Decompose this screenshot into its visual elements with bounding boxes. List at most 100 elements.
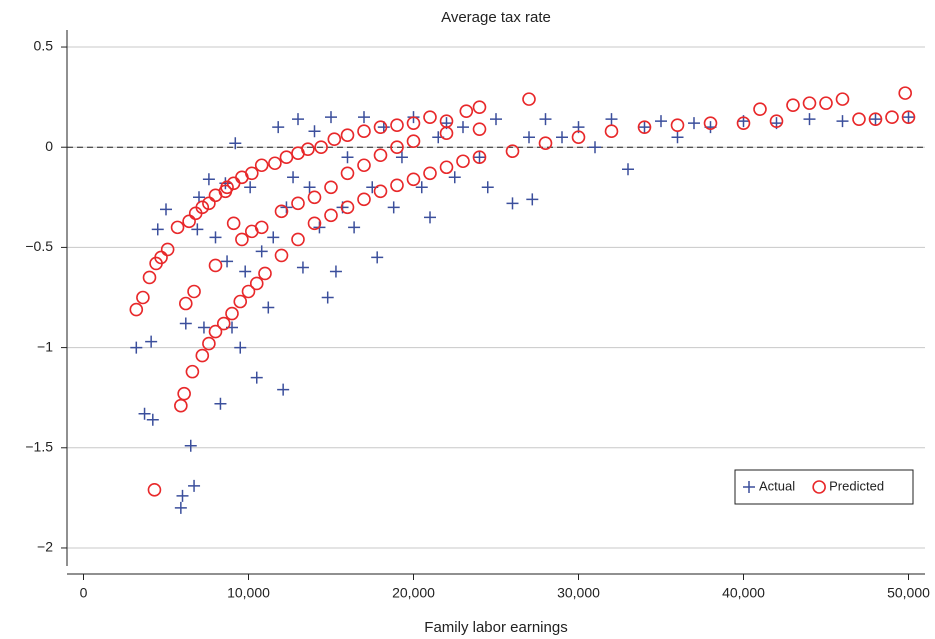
point [736, 116, 751, 130]
point [250, 371, 263, 384]
point [195, 348, 210, 363]
point [671, 131, 684, 144]
point [255, 245, 268, 258]
point [308, 125, 321, 138]
y-tick-label: −1 [37, 338, 53, 354]
point [743, 481, 755, 493]
point [145, 335, 158, 348]
point [803, 113, 816, 126]
point [195, 200, 210, 215]
point [459, 104, 474, 118]
point [179, 296, 193, 311]
point [267, 231, 280, 244]
point [526, 193, 539, 206]
point [377, 121, 390, 134]
point [655, 115, 667, 128]
point [174, 398, 188, 413]
point [307, 216, 322, 231]
point [307, 190, 322, 205]
y-tick-label: −2 [37, 539, 53, 555]
point [160, 242, 175, 257]
point [324, 180, 338, 195]
point [901, 110, 916, 124]
point [472, 122, 487, 136]
point [274, 248, 289, 263]
point [291, 196, 305, 211]
point [254, 220, 269, 235]
point [457, 121, 469, 134]
point [197, 321, 210, 334]
point [406, 134, 421, 149]
point [233, 294, 248, 309]
point [556, 131, 568, 144]
point [522, 92, 536, 106]
point [291, 232, 305, 247]
point [136, 290, 150, 305]
point [786, 98, 800, 112]
point [272, 121, 285, 134]
point [244, 181, 257, 194]
point [869, 113, 882, 126]
point [277, 383, 290, 396]
point [202, 173, 215, 186]
point [852, 112, 866, 126]
point [187, 284, 201, 299]
point [177, 386, 191, 401]
point [622, 163, 634, 176]
point [170, 220, 185, 235]
x-tick-label: 20,000 [392, 585, 435, 601]
point [235, 232, 249, 247]
point [325, 111, 337, 124]
point [357, 158, 371, 173]
point [902, 111, 915, 124]
point [538, 136, 553, 151]
point [406, 116, 421, 130]
point [448, 171, 461, 184]
point [296, 261, 309, 274]
point [341, 151, 354, 164]
point [129, 302, 144, 317]
point [637, 120, 652, 134]
y-tick-label: 0 [45, 138, 53, 154]
point [234, 341, 247, 354]
point [274, 204, 289, 219]
point [314, 140, 328, 155]
point [216, 316, 231, 331]
point [812, 480, 826, 494]
point [142, 270, 157, 285]
point [898, 86, 913, 100]
point [753, 102, 767, 116]
point [176, 489, 189, 502]
point [670, 118, 685, 132]
point [423, 166, 437, 181]
point [226, 216, 241, 231]
x-tick-label: 10,000 [227, 585, 270, 601]
point [209, 231, 222, 244]
point [395, 151, 408, 164]
x-tick-label: 50,000 [887, 585, 930, 601]
point [688, 117, 700, 130]
point [258, 266, 272, 281]
point [202, 336, 216, 351]
point [219, 177, 232, 190]
point [406, 172, 421, 187]
point [179, 317, 192, 330]
y-tick-label: −1.5 [25, 438, 53, 454]
x-axis-label: Family labor earnings [424, 619, 567, 636]
point [357, 124, 371, 138]
point [208, 258, 223, 273]
point [154, 250, 168, 265]
point [439, 126, 454, 140]
point [589, 141, 601, 154]
point [193, 191, 205, 204]
point [340, 166, 355, 181]
point [348, 221, 361, 234]
point [490, 113, 502, 126]
point [287, 171, 300, 184]
point [802, 96, 817, 110]
point [371, 251, 384, 264]
point [390, 140, 404, 155]
point [819, 96, 833, 110]
point [138, 407, 151, 420]
point [221, 255, 234, 268]
